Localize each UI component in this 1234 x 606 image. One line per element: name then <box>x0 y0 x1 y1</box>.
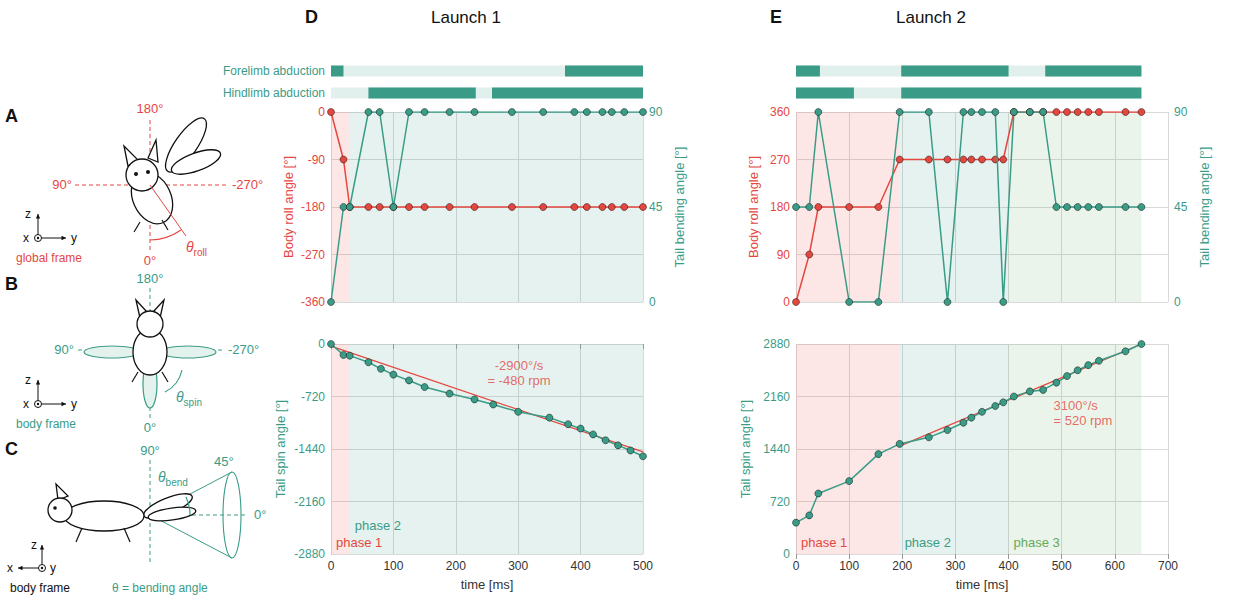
svg-text:0: 0 <box>318 105 325 119</box>
svg-text:270: 270 <box>770 153 790 167</box>
svg-text:0°: 0° <box>144 420 156 435</box>
svg-text:0: 0 <box>328 559 335 573</box>
svg-text:E: E <box>770 7 782 27</box>
svg-text:0°: 0° <box>254 507 266 522</box>
svg-text:-270: -270 <box>301 248 325 262</box>
svg-text:x: x <box>23 231 29 245</box>
svg-text:y: y <box>71 397 77 411</box>
svg-text:200: 200 <box>446 559 466 573</box>
svg-text:body frame: body frame <box>10 581 70 595</box>
svg-text:A: A <box>5 106 18 126</box>
svg-text:-270°: -270° <box>232 177 263 192</box>
svg-text:1440: 1440 <box>763 442 790 456</box>
svg-text:600: 600 <box>1105 559 1125 573</box>
svg-text:-720: -720 <box>301 390 325 404</box>
svg-text:Launch 2: Launch 2 <box>896 8 966 27</box>
svg-text:Body roll angle [°]: Body roll angle [°] <box>281 156 296 258</box>
svg-text:0: 0 <box>793 559 800 573</box>
svg-text:time [ms]: time [ms] <box>956 577 1009 592</box>
svg-text:0: 0 <box>1174 295 1181 309</box>
svg-text:phase 2: phase 2 <box>355 518 401 533</box>
svg-text:phase 2: phase 2 <box>905 535 951 550</box>
svg-text:Tail spin angle [°]: Tail spin angle [°] <box>273 400 288 498</box>
svg-text:0: 0 <box>783 295 790 309</box>
svg-text:phase 1: phase 1 <box>801 535 847 550</box>
svg-text:z: z <box>31 538 37 552</box>
svg-text:phase 1: phase 1 <box>336 535 382 550</box>
svg-text:Tail bending angle [°]: Tail bending angle [°] <box>672 147 687 268</box>
svg-text:-360: -360 <box>301 295 325 309</box>
svg-text:180°: 180° <box>137 101 164 116</box>
svg-text:720: 720 <box>770 495 790 509</box>
svg-text:Launch 1: Launch 1 <box>431 8 501 27</box>
svg-text:2160: 2160 <box>763 390 790 404</box>
svg-text:z: z <box>25 207 31 221</box>
svg-text:Hindlimb abduction: Hindlimb abduction <box>223 86 325 100</box>
svg-text:0: 0 <box>318 337 325 351</box>
svg-text:400: 400 <box>999 559 1019 573</box>
svg-text:3100°/s: 3100°/s <box>1054 398 1099 413</box>
svg-text:Tail bending angle [°]: Tail bending angle [°] <box>1197 147 1212 268</box>
svg-text:0: 0 <box>649 295 656 309</box>
svg-text:D: D <box>305 7 318 27</box>
svg-text:-90: -90 <box>308 153 326 167</box>
svg-text:time [ms]: time [ms] <box>461 577 514 592</box>
svg-text:400: 400 <box>571 559 591 573</box>
svg-text:0: 0 <box>783 547 790 561</box>
svg-text:700: 700 <box>1158 559 1178 573</box>
svg-text:90°: 90° <box>52 177 72 192</box>
svg-text:-2880: -2880 <box>294 547 325 561</box>
svg-text:y: y <box>50 561 56 575</box>
svg-text:-2900°/s: -2900°/s <box>495 358 544 373</box>
svg-text:= 520 rpm: = 520 rpm <box>1054 413 1113 428</box>
svg-text:90°: 90° <box>54 342 74 357</box>
svg-text:90: 90 <box>649 105 663 119</box>
svg-text:300: 300 <box>508 559 528 573</box>
svg-text:200: 200 <box>892 559 912 573</box>
svg-text:90°: 90° <box>140 443 160 458</box>
svg-text:phase 3: phase 3 <box>1014 535 1060 550</box>
svg-text:-2160: -2160 <box>294 495 325 509</box>
svg-text:500: 500 <box>633 559 653 573</box>
svg-text:45°: 45° <box>214 454 234 469</box>
svg-text:x: x <box>7 561 13 575</box>
svg-text:90: 90 <box>1174 105 1188 119</box>
svg-text:global frame: global frame <box>16 251 82 265</box>
svg-text:θbend: θbend <box>158 469 188 488</box>
svg-text:Body roll angle [°]: Body roll angle [°] <box>746 156 761 258</box>
svg-text:= -480 rpm: = -480 rpm <box>487 373 550 388</box>
svg-text:θ = bending angle: θ = bending angle <box>112 581 208 595</box>
svg-text:360: 360 <box>770 105 790 119</box>
svg-text:300: 300 <box>945 559 965 573</box>
svg-text:body frame: body frame <box>16 417 76 431</box>
svg-text:B: B <box>5 274 18 294</box>
svg-text:-180: -180 <box>301 200 325 214</box>
svg-text:z: z <box>25 373 31 387</box>
svg-text:90: 90 <box>777 248 791 262</box>
svg-text:y: y <box>71 231 77 245</box>
svg-text:45: 45 <box>1174 200 1188 214</box>
svg-text:θroll: θroll <box>186 239 207 258</box>
svg-text:180°: 180° <box>137 271 164 286</box>
svg-text:100: 100 <box>383 559 403 573</box>
svg-text:Forelimb abduction: Forelimb abduction <box>223 64 325 78</box>
svg-text:2880: 2880 <box>763 337 790 351</box>
svg-text:x: x <box>23 397 29 411</box>
svg-text:100: 100 <box>839 559 859 573</box>
svg-text:-1440: -1440 <box>294 442 325 456</box>
svg-text:45: 45 <box>649 200 663 214</box>
svg-text:C: C <box>5 439 18 459</box>
svg-text:-270°: -270° <box>228 342 259 357</box>
svg-text:500: 500 <box>1052 559 1072 573</box>
svg-text:180: 180 <box>770 200 790 214</box>
svg-text:θspin: θspin <box>176 389 202 408</box>
svg-text:Tail spin angle [°]: Tail spin angle [°] <box>738 400 753 498</box>
svg-text:0°: 0° <box>144 253 156 268</box>
